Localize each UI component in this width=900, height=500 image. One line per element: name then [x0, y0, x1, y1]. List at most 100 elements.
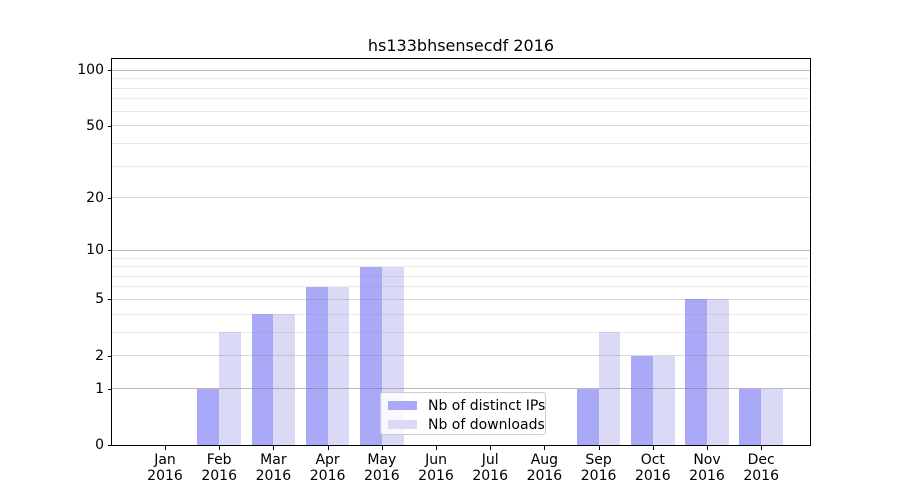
x-label-month: Oct — [640, 452, 665, 468]
y-tick — [108, 250, 112, 252]
x-label-year: 2016 — [418, 468, 454, 484]
x-tick — [598, 446, 600, 450]
y-tick — [108, 388, 112, 390]
x-tick — [165, 446, 166, 450]
x-label-year: 2016 — [147, 468, 183, 484]
plot-area: Nb of distinct IPs Nb of downloads — [111, 58, 811, 446]
legend: Nb of distinct IPs Nb of downloads — [380, 392, 546, 435]
bar-nb-of-distinct-ips-nov — [685, 299, 707, 445]
bar-nb-of-downloads-mar — [273, 314, 296, 445]
x-tick-label: Feb 2016 — [187, 452, 251, 484]
x-label-month: Apr — [315, 452, 340, 468]
x-tick-label: Nov 2016 — [675, 452, 739, 484]
x-label-month: Mar — [260, 452, 287, 468]
y-tick-label: 2 — [95, 347, 104, 364]
gridline-major — [112, 197, 810, 199]
bar-nb-of-distinct-ips-apr — [305, 286, 328, 445]
x-label-year: 2016 — [472, 468, 508, 484]
y-tick-label: 20 — [86, 189, 104, 206]
gridline-minor — [112, 98, 810, 100]
x-tick — [381, 446, 383, 450]
x-label-year: 2016 — [201, 468, 237, 484]
y-tick — [108, 355, 112, 357]
y-tick — [108, 445, 112, 446]
gridline-minor — [112, 275, 810, 277]
x-tick — [219, 446, 221, 450]
x-tick — [761, 446, 763, 450]
x-tick-label: Apr 2016 — [296, 452, 360, 484]
gridline-minor — [112, 266, 810, 268]
legend-swatch-downloads-icon — [388, 420, 417, 429]
bar-nb-of-distinct-ips-sep — [576, 388, 599, 445]
gridline-minor — [112, 78, 810, 80]
bar-nb-of-distinct-ips-feb — [197, 388, 220, 445]
x-tick — [490, 446, 492, 450]
gridline-minor — [112, 110, 810, 112]
x-label-year: 2016 — [743, 468, 779, 484]
x-tick-label: Sep 2016 — [567, 452, 631, 484]
x-tick — [544, 446, 546, 450]
y-tick — [108, 197, 112, 199]
legend-label-downloads: Nb of downloads — [428, 416, 545, 433]
y-tick — [108, 299, 112, 301]
gridline-minor — [112, 142, 810, 144]
legend-label-distinct-ips: Nb of distinct IPs — [428, 397, 546, 414]
gridline-major — [112, 69, 810, 71]
gridline-minor — [112, 257, 810, 259]
gridline-minor — [112, 165, 810, 167]
gridline-major — [112, 298, 810, 300]
x-label-month: Aug — [530, 452, 559, 468]
y-tick-label: 50 — [86, 117, 104, 134]
x-tick — [707, 446, 708, 450]
legend-swatch-distinct-ips-icon — [388, 401, 417, 410]
x-tick — [436, 446, 437, 450]
x-label-month: Feb — [206, 452, 232, 468]
x-label-year: 2016 — [689, 468, 725, 484]
x-tick — [273, 446, 275, 450]
gridline-major — [112, 355, 810, 357]
x-label-month: Jun — [425, 452, 447, 468]
x-tick-label: May 2016 — [350, 452, 414, 484]
x-tick-label: Mar 2016 — [241, 452, 305, 484]
bar-nb-of-downloads-dec — [761, 388, 783, 445]
x-label-year: 2016 — [580, 468, 617, 484]
bar-nb-of-distinct-ips-oct — [631, 355, 653, 445]
y-tick-label: 100 — [77, 62, 104, 79]
bar-nb-of-downloads-apr — [327, 286, 350, 445]
x-label-year: 2016 — [255, 468, 292, 484]
x-label-year: 2016 — [309, 468, 346, 484]
chart-title: hs133bhsensecdf 2016 — [367, 36, 555, 55]
x-tick-label: Jun 2016 — [404, 452, 468, 484]
legend-item-distinct-ips: Nb of distinct IPs — [388, 396, 545, 415]
grid-layer — [112, 59, 810, 445]
gridline-minor — [112, 313, 810, 315]
x-label-month: Sep — [585, 452, 612, 468]
gridline-major — [112, 249, 810, 251]
x-tick-label: Oct 2016 — [621, 452, 685, 484]
gridline-minor — [112, 331, 810, 333]
x-label-year: 2016 — [634, 468, 671, 484]
gridline-major — [112, 388, 810, 390]
y-tick-label: 0 — [95, 437, 104, 453]
x-tick-label: Aug 2016 — [512, 452, 576, 484]
x-tick-label: Dec 2016 — [729, 452, 793, 484]
x-tick-label: Jul 2016 — [458, 452, 522, 484]
bar-nb-of-distinct-ips-dec — [739, 388, 762, 445]
y-tick-label: 5 — [95, 291, 104, 308]
y-tick-label: 1 — [95, 380, 104, 397]
x-label-year: 2016 — [363, 468, 400, 484]
x-label-month: Jan — [154, 452, 176, 468]
y-tick — [108, 70, 112, 72]
x-label-year: 2016 — [526, 468, 563, 484]
legend-item-downloads: Nb of downloads — [388, 415, 545, 434]
x-tick-label: Jan 2016 — [133, 452, 197, 484]
bar-nb-of-distinct-ips-mar — [251, 314, 274, 445]
bars-layer — [112, 59, 810, 445]
x-tick — [327, 446, 329, 450]
gridline-minor — [112, 286, 810, 288]
y-tick-label: 10 — [86, 242, 104, 259]
x-label-month: Jul — [481, 452, 499, 468]
gridline-minor — [112, 87, 810, 89]
x-label-month: May — [367, 452, 397, 468]
